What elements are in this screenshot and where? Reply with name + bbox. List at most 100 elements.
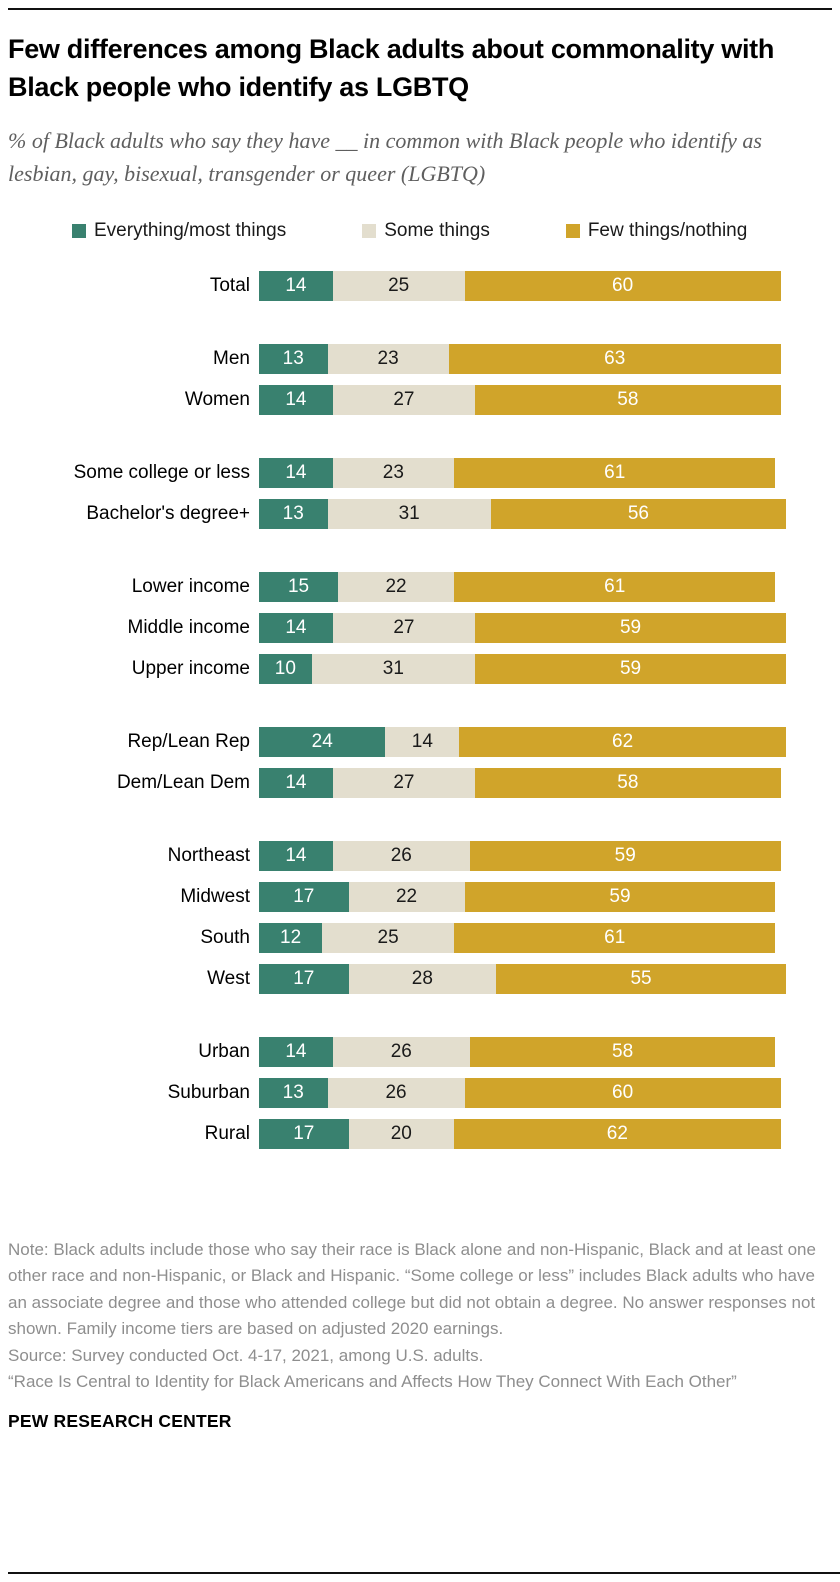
bar-segment: 58 xyxy=(469,1036,776,1067)
bar-row: Some college or less 14 23 61 xyxy=(8,457,832,488)
bar-segment: 27 xyxy=(332,384,476,415)
bar-segment: 20 xyxy=(348,1118,454,1149)
bar-segment: 55 xyxy=(496,963,786,994)
stacked-bar: 10 31 59 xyxy=(259,653,786,684)
bar-segment: 61 xyxy=(453,922,776,953)
legend-item: Everything/most things xyxy=(72,220,286,242)
chart-footer: Note: Black adults include those who say… xyxy=(8,1237,832,1432)
bar-segment: 31 xyxy=(327,498,491,529)
bar-row: Men 13 23 63 xyxy=(8,343,832,374)
stacked-bar: 14 26 58 xyxy=(259,1036,786,1067)
bar-row: Midwest 17 22 59 xyxy=(8,881,832,912)
stacked-bar: 14 27 59 xyxy=(259,612,786,643)
row-label: Lower income xyxy=(131,575,250,597)
pew-chart-card: Few differences among Black adults about… xyxy=(8,8,832,1432)
bar-segment: 15 xyxy=(259,571,339,602)
row-label: Men xyxy=(213,347,250,369)
bar-row: Lower income 15 22 61 xyxy=(8,571,832,602)
bar-row: Women 14 27 58 xyxy=(8,384,832,415)
bar-segment: 23 xyxy=(327,343,449,374)
legend-label: Everything/most things xyxy=(94,219,287,241)
stacked-bar: 14 27 58 xyxy=(259,384,786,415)
legend-item: Few things/nothing xyxy=(565,219,748,242)
stacked-bar: 15 22 61 xyxy=(259,571,786,602)
bar-segment: 14 xyxy=(259,1036,333,1067)
source-text: Source: Survey conducted Oct. 4-17, 2021… xyxy=(8,1345,484,1365)
row-label: Total xyxy=(209,274,250,296)
row-label: Bachelor's degree+ xyxy=(86,502,250,524)
top-divider xyxy=(8,8,832,10)
legend-label: Few things/nothing xyxy=(587,219,748,241)
bar-segment: 14 xyxy=(259,457,333,488)
bar-row: Suburban 13 26 60 xyxy=(8,1077,832,1108)
bottom-divider xyxy=(8,1572,840,1574)
legend-swatch-icon xyxy=(72,223,86,238)
stacked-bar: 14 27 58 xyxy=(259,767,786,798)
stacked-bar: 17 20 62 xyxy=(259,1118,786,1149)
bar-row: Total 14 25 60 xyxy=(8,270,832,301)
bar-segment: 22 xyxy=(338,571,454,602)
bar-segment: 13 xyxy=(259,1077,328,1108)
legend-swatch-icon xyxy=(565,223,580,238)
bar-segment: 61 xyxy=(453,571,776,602)
bar-segment: 31 xyxy=(311,653,476,684)
stacked-bar: 14 26 59 xyxy=(259,840,786,871)
bar-segment: 13 xyxy=(259,498,328,529)
bar-group: Some college or less 14 23 61 Bachelor's deg… xyxy=(8,457,832,529)
bar-row: Urban 14 26 58 xyxy=(8,1036,832,1067)
bar-group: Northeast 14 26 59 Midwest 17 22 59 South 12 25 61 W… xyxy=(8,840,832,994)
stacked-bar: 13 26 60 xyxy=(259,1077,786,1108)
bar-segment: 59 xyxy=(475,612,786,643)
bar-segment: 58 xyxy=(475,767,781,798)
row-label: South xyxy=(200,926,250,948)
bar-segment: 62 xyxy=(453,1118,781,1149)
bar-segment: 17 xyxy=(259,963,349,994)
bar-segment: 10 xyxy=(259,653,312,684)
stacked-bar: 13 31 56 xyxy=(259,498,786,529)
bar-segment: 23 xyxy=(332,457,454,488)
row-label: Middle income xyxy=(127,616,251,638)
bar-group: Urban 14 26 58 Suburban 13 26 60 Rural 17 20 62 xyxy=(8,1036,832,1149)
stacked-bar: 17 22 59 xyxy=(259,881,786,912)
row-label: Rep/Lean Rep xyxy=(127,730,250,752)
bar-segment: 12 xyxy=(259,922,323,953)
bar-row: Northeast 14 26 59 xyxy=(8,840,832,871)
bar-segment: 14 xyxy=(259,840,333,871)
bar-row: Middle income 14 27 59 xyxy=(8,612,832,643)
row-label: Suburban xyxy=(167,1081,250,1103)
bar-segment: 14 xyxy=(259,767,333,798)
bar-segment: 14 xyxy=(259,384,333,415)
legend-swatch-icon xyxy=(362,223,377,238)
bar-row: West 17 28 55 xyxy=(8,963,832,994)
bar-segment: 25 xyxy=(322,922,454,953)
row-label: Upper income xyxy=(131,657,250,679)
row-label: Dem/Lean Dem xyxy=(116,771,250,793)
stacked-bar: 24 14 62 xyxy=(259,726,786,757)
bar-segment: 27 xyxy=(332,767,476,798)
bar-segment: 22 xyxy=(348,881,465,912)
bar-segment: 28 xyxy=(348,963,497,994)
stacked-bar: 14 23 61 xyxy=(259,457,786,488)
bar-segment: 13 xyxy=(259,343,328,374)
bar-segment: 60 xyxy=(464,1077,781,1108)
bar-segment: 26 xyxy=(327,1077,465,1108)
stacked-bar: 12 25 61 xyxy=(259,922,786,953)
row-label: Midwest xyxy=(180,885,250,907)
bar-segment: 58 xyxy=(475,384,781,415)
bar-segment: 24 xyxy=(259,726,386,757)
note-text: Note: Black adults include those who say… xyxy=(8,1239,816,1339)
bar-group: Lower income 15 22 61 Middle income 14 27 59 Upp… xyxy=(8,571,832,684)
bar-row: Upper income 10 31 59 xyxy=(8,653,832,684)
bar-segment: 17 xyxy=(259,881,349,912)
row-label: West xyxy=(207,967,250,989)
stacked-bar: 13 23 63 xyxy=(259,343,786,374)
bar-segment: 25 xyxy=(332,270,465,301)
bar-segment: 59 xyxy=(464,881,776,912)
row-label: Women xyxy=(184,388,250,410)
row-label: Urban xyxy=(198,1040,250,1062)
page-title: Few differences among Black adults about… xyxy=(8,34,775,103)
bar-segment: 26 xyxy=(332,840,470,871)
bar-segment: 63 xyxy=(448,343,781,374)
report-title-text: “Race Is Central to Identity for Black A… xyxy=(8,1372,737,1392)
bar-segment: 14 xyxy=(385,726,460,757)
